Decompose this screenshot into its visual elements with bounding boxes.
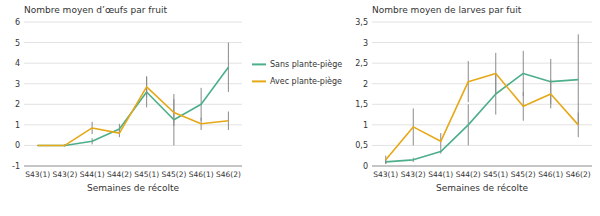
grid-line (24, 83, 242, 84)
legend: Sans plante-piège Avec plante-piège (252, 59, 342, 86)
grid-line (372, 166, 592, 167)
x-tick-label: S44(2) (107, 170, 132, 179)
x-tick-label: S46(2) (216, 170, 241, 179)
grid-line (372, 42, 592, 43)
x-tick-label: S45(1) (134, 170, 159, 179)
y-tick-label: 1,5 (355, 100, 368, 109)
y-tick-label: 5 (15, 39, 20, 48)
x-tick-label: S45(2) (511, 170, 536, 179)
chart-canvas: -10123456S43(1)S43(2)S44(1)S44(2)S45(1)S… (0, 0, 600, 216)
y-tick-label: 1 (363, 121, 368, 130)
error-bar (173, 94, 174, 145)
grid-line (372, 124, 592, 125)
grid-line (24, 63, 242, 64)
data-marks (38, 43, 229, 147)
grid-line (24, 166, 242, 167)
x-tick-label: S46(1) (538, 170, 563, 179)
y-tick-label: 1 (15, 121, 20, 130)
grid-line (372, 63, 592, 64)
data-marks (386, 34, 579, 164)
chart-title: Nombre moyen d’œufs par fruit (24, 5, 167, 15)
x-tick-label: S44(1) (428, 170, 453, 179)
x-axis-line (372, 166, 592, 167)
grid-line (372, 145, 592, 146)
legend-label: Avec plante-piège (270, 76, 342, 86)
grid-line (24, 42, 242, 43)
y-tick-label: 0 (15, 141, 20, 150)
legend-swatch (252, 80, 266, 82)
grid-line (372, 22, 592, 23)
y-tick-label: 3 (15, 80, 20, 89)
y-tick-label: 4 (15, 59, 20, 68)
chart-title: Nombre moyen de larves par fuit (372, 5, 522, 15)
y-tick-label: 3,5 (355, 18, 368, 27)
x-tick-label: S43(2) (401, 170, 426, 179)
x-tick-label: S43(1) (25, 170, 50, 179)
grid-line (24, 124, 242, 125)
x-tick-label: S45(1) (483, 170, 508, 179)
grid-line (24, 104, 242, 105)
series-line (38, 87, 229, 146)
plot-1: 0 0,5 1 1,5 2 2,5 3 3,5 S43(1)S43(2)S44(1)S44(2)… (355, 5, 592, 193)
y-tick-label: 2 (15, 100, 20, 109)
legend-swatch (252, 63, 266, 65)
plot-0: -10123456S43(1)S43(2)S44(1)S44(2)S45(1)S… (12, 5, 242, 193)
error-bar (146, 77, 147, 108)
grid-line (24, 22, 242, 23)
x-tick-label: S45(2) (161, 170, 186, 179)
x-tick-label: S46(1) (189, 170, 214, 179)
series-line (386, 73, 579, 159)
legend-label: Sans plante-piège (270, 59, 342, 69)
x-axis-label: Semaines de récolte (87, 183, 179, 193)
x-axis-line (24, 166, 242, 167)
y-tick-label: 0,5 (355, 141, 368, 150)
y-tick-label: 3 (363, 39, 368, 48)
series-line (38, 67, 229, 145)
y-tick-label: 2,5 (355, 59, 368, 68)
x-tick-label: S43(2) (52, 170, 77, 179)
x-tick-label: S44(1) (80, 170, 105, 179)
x-axis-label: Semaines de récolte (436, 183, 528, 193)
y-tick-label: 6 (15, 18, 20, 27)
grid-line (372, 83, 592, 84)
y-tick-label: 2 (363, 80, 368, 89)
x-tick-label: S43(1) (373, 170, 398, 179)
y-tick-label: -1 (12, 162, 20, 171)
x-tick-label: S46(2) (566, 170, 591, 179)
x-tick-label: S44(2) (456, 170, 481, 179)
y-tick-label: 0 (363, 162, 368, 171)
series-line (386, 73, 579, 161)
